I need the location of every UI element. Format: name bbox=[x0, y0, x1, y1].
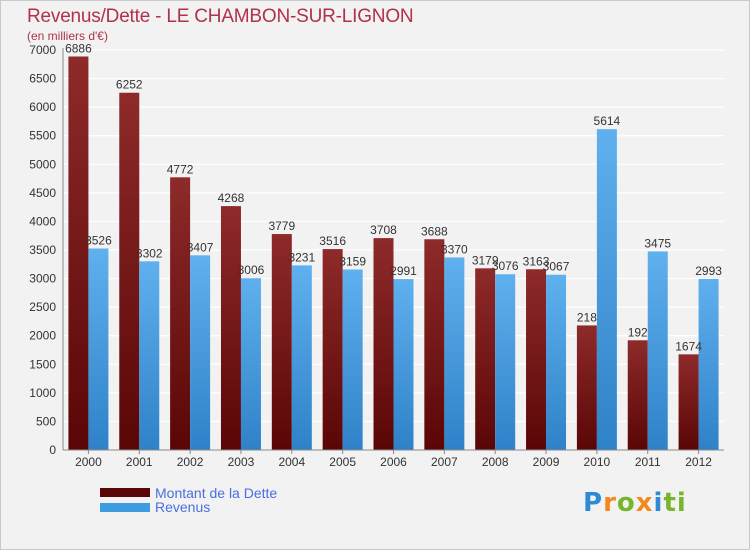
data-label-debt: 3779 bbox=[268, 219, 295, 233]
y-tick-label: 7000 bbox=[29, 43, 56, 57]
bar-debt bbox=[271, 234, 292, 450]
bar-debt bbox=[576, 325, 597, 450]
data-label-revenus: 3526 bbox=[85, 234, 112, 248]
bar-revenus bbox=[546, 274, 567, 450]
y-tick-label: 5000 bbox=[29, 157, 56, 171]
bar-debt bbox=[627, 340, 648, 450]
bar-debt bbox=[220, 206, 241, 450]
data-label-debt: 218 bbox=[577, 310, 597, 324]
data-label-debt: 3163 bbox=[523, 254, 550, 268]
data-label-debt: 1674 bbox=[675, 339, 702, 353]
data-label-revenus: 2993 bbox=[695, 264, 722, 278]
data-label-revenus: 3407 bbox=[187, 240, 214, 254]
data-label-revenus: 3076 bbox=[492, 259, 519, 273]
bar-revenus bbox=[495, 274, 516, 450]
y-tick-label: 6000 bbox=[29, 100, 56, 114]
bar-revenus bbox=[596, 129, 617, 450]
y-tick-label: 3500 bbox=[29, 243, 56, 257]
bar-debt bbox=[678, 354, 699, 450]
legend-label-debt: Montant de la Dette bbox=[155, 485, 278, 501]
x-tick-label: 2001 bbox=[126, 455, 153, 469]
data-label-debt: 3688 bbox=[421, 224, 448, 238]
bar-debt bbox=[322, 249, 343, 450]
bar-debt bbox=[373, 238, 394, 450]
data-label-debt: 6252 bbox=[116, 78, 143, 92]
chart-title: Revenus/Dette - LE CHAMBON-SUR-LIGNON bbox=[27, 6, 414, 27]
y-tick-label: 3000 bbox=[29, 272, 56, 286]
bar-debt bbox=[170, 177, 191, 451]
bar-revenus bbox=[291, 265, 312, 450]
legend-label-revenus: Revenus bbox=[155, 499, 211, 515]
y-tick-label: 4000 bbox=[29, 214, 56, 228]
y-tick-label: 6500 bbox=[29, 72, 56, 86]
data-label-debt: 6886 bbox=[65, 42, 92, 56]
data-label-revenus: 3475 bbox=[644, 236, 671, 250]
bar-debt bbox=[119, 92, 140, 450]
y-tick-label: 4500 bbox=[29, 186, 56, 200]
x-tick-label: 2009 bbox=[533, 455, 560, 469]
data-label-revenus: 3159 bbox=[339, 254, 366, 268]
x-tick-label: 2002 bbox=[177, 455, 204, 469]
bar-revenus bbox=[240, 278, 261, 450]
bar-debt bbox=[424, 239, 445, 450]
bar-debt bbox=[68, 56, 89, 451]
data-label-revenus: 3302 bbox=[136, 246, 163, 260]
x-tick-label: 2008 bbox=[482, 455, 509, 469]
y-tick-label: 5500 bbox=[29, 129, 56, 143]
x-tick-label: 2005 bbox=[329, 455, 356, 469]
data-label-debt: 192 bbox=[628, 325, 648, 339]
bar-debt bbox=[526, 269, 547, 450]
x-tick-label: 2004 bbox=[278, 455, 305, 469]
x-tick-label: 2007 bbox=[431, 455, 458, 469]
data-label-revenus: 5614 bbox=[594, 114, 621, 128]
bar-revenus bbox=[190, 255, 211, 450]
x-tick-label: 2012 bbox=[685, 455, 712, 469]
y-tick-label: 1000 bbox=[29, 386, 56, 400]
data-label-debt: 4772 bbox=[167, 162, 194, 176]
legend-swatch-debt bbox=[100, 488, 150, 497]
data-label-debt: 4268 bbox=[218, 191, 245, 205]
bar-revenus bbox=[139, 261, 160, 450]
bar-revenus bbox=[88, 248, 109, 450]
x-tick-label: 2000 bbox=[75, 455, 102, 469]
x-tick-label: 2006 bbox=[380, 455, 407, 469]
data-label-revenus: 3067 bbox=[543, 260, 570, 274]
y-tick-label: 500 bbox=[36, 414, 56, 428]
bar-revenus bbox=[393, 279, 414, 450]
data-label-revenus: 2991 bbox=[390, 264, 417, 278]
bar-revenus bbox=[647, 251, 668, 450]
data-label-debt: 3708 bbox=[370, 223, 397, 237]
data-label-debt: 3179 bbox=[472, 253, 499, 267]
legend-swatch-revenus bbox=[100, 503, 150, 512]
y-tick-label: 0 bbox=[49, 443, 56, 457]
x-tick-label: 2010 bbox=[584, 455, 611, 469]
data-label-revenus: 3006 bbox=[238, 263, 265, 277]
y-tick-label: 1500 bbox=[29, 357, 56, 371]
y-tick-label: 2500 bbox=[29, 300, 56, 314]
bar-revenus bbox=[698, 278, 719, 450]
bar-revenus bbox=[444, 257, 465, 450]
proxiti-logo: Proxiti bbox=[583, 488, 687, 518]
x-tick-label: 2003 bbox=[228, 455, 255, 469]
data-label-revenus: 3231 bbox=[288, 250, 315, 264]
data-label-revenus: 3370 bbox=[441, 242, 468, 256]
chart-subtitle: (en milliers d'€) bbox=[27, 29, 108, 43]
bar-debt bbox=[475, 268, 496, 450]
x-tick-label: 2011 bbox=[635, 455, 661, 469]
y-tick-label: 2000 bbox=[29, 329, 56, 343]
bar-revenus bbox=[342, 269, 363, 450]
data-label-debt: 3516 bbox=[319, 234, 346, 248]
